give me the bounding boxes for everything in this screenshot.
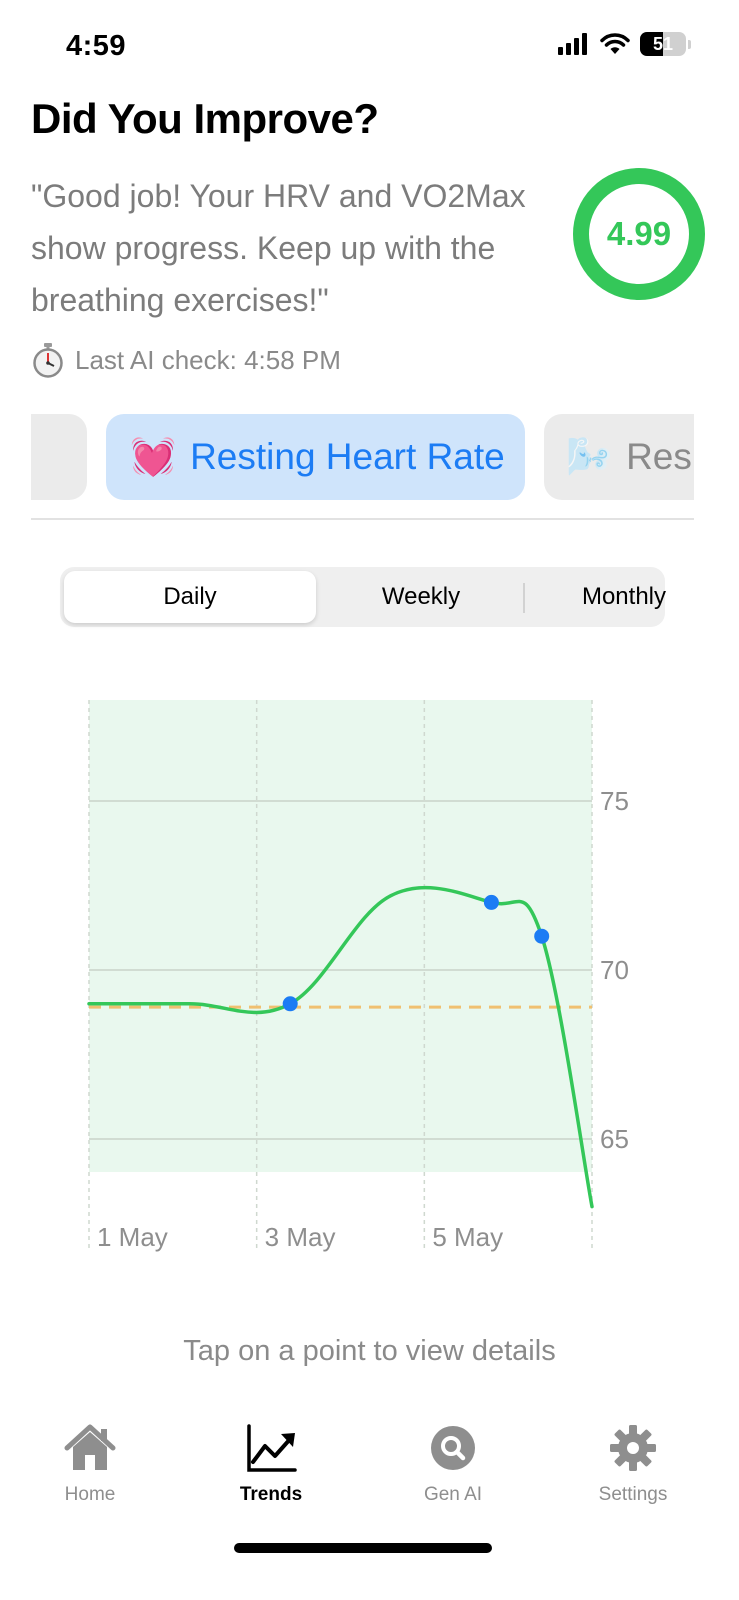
period-segmented-control: Daily Weekly Monthly [60,567,666,627]
ai-feedback-quote: "Good job! Your HRV and VO2Max show prog… [31,178,526,318]
score-value: 4.99 [606,215,672,252]
data-point[interactable] [534,928,550,944]
metric-pill-resting-heart-rate[interactable]: 💓 Resting Heart Rate [106,414,525,500]
segment-weekly[interactable]: Weekly [381,583,461,610]
search-icon [431,1426,475,1470]
tab-trends[interactable]: Trends [211,1420,331,1506]
x-tick-label: 1 May [97,1222,168,1252]
gear-icon [610,1425,656,1471]
metric-pill-previous-label: ce [31,436,32,478]
y-tick-label: 75 [600,786,629,816]
battery-cap [688,39,691,49]
metric-selector[interactable]: ce 💓 Resting Heart Rate 🌬️ Resp [31,414,694,500]
house-icon [64,1424,116,1470]
tab-trends-label: Trends [239,1484,303,1505]
last-ai-check-text: Last AI check: 4:58 PM [75,344,341,375]
metric-pill-respiratory[interactable]: 🌬️ Resp [544,414,694,500]
tab-bar: Home Trends Gen AI Settings [0,1420,739,1530]
horizontal-gridlines [89,800,592,1140]
y-tick-label: 70 [600,955,629,985]
y-tick-label: 65 [600,1124,629,1154]
metric-pill-previous[interactable]: ce [31,414,87,500]
tab-settings-label: Settings [598,1484,668,1505]
home-indicator [234,1543,492,1553]
last-ai-check: Last AI check: 4:58 PM [31,342,341,378]
metric-pill-active-label: Resting Heart Rate [190,436,505,477]
wind-icon: 🌬️ [566,435,613,477]
chart-hint: Tap on a point to view details [183,1335,556,1367]
battery-icon: 51 [640,32,686,56]
data-point[interactable] [483,894,499,910]
segment-separator [523,583,525,613]
status-time: 4:59 [66,30,127,62]
score-ring[interactable]: 4.99 [573,168,705,300]
x-tick-label: 5 May [432,1222,503,1252]
heart-icon: 💓 [130,435,177,477]
vertical-gridlines [88,700,593,1252]
data-point-markers [282,894,550,1012]
status-bar: 4:59 51 [0,0,739,90]
segment-monthly[interactable]: Monthly [581,583,667,610]
page-title: Did You Improve? [31,95,379,142]
resting-heart-rate-chart[interactable]: 75 70 65 1 May 3 May 5 May [0,680,739,1280]
x-tick-label: 3 May [265,1222,336,1252]
battery-level: 51 [652,34,674,54]
tab-settings[interactable]: Settings [573,1420,693,1506]
segment-daily[interactable]: Daily [64,571,316,623]
data-point[interactable] [282,996,298,1012]
series-line [87,886,594,1209]
normal-range-band [89,700,592,1172]
tab-gen-ai-label: Gen AI [423,1484,483,1505]
tab-gen-ai[interactable]: Gen AI [393,1420,513,1506]
chart-up-icon [247,1424,297,1472]
stopwatch-icon [33,343,63,378]
wifi-icon [600,33,630,54]
tab-home[interactable]: Home [30,1420,150,1506]
status-icons: 51 [558,32,691,56]
y-axis-tick-labels: 75 70 65 [600,786,629,1154]
cellular-signal-icon [558,33,587,55]
divider [31,518,694,520]
x-axis-tick-labels: 1 May 3 May 5 May [97,1222,503,1252]
metric-pill-next-label: Resp [626,436,694,477]
tab-home-label: Home [64,1484,116,1505]
